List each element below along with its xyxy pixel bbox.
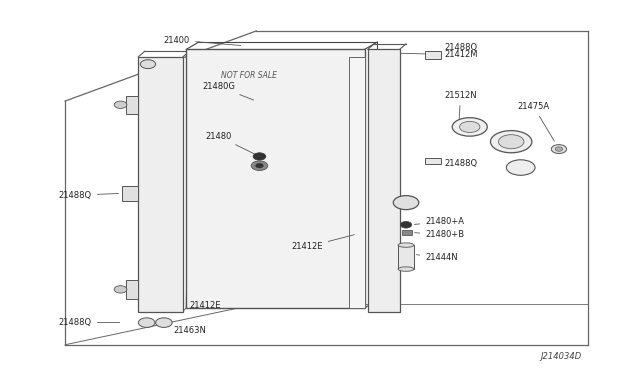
Text: 21488Q: 21488Q [59,318,120,327]
Polygon shape [349,57,365,308]
Circle shape [114,286,127,293]
Circle shape [400,221,412,228]
Text: 21463N: 21463N [160,325,206,335]
Text: 21480+B: 21480+B [415,230,464,239]
Ellipse shape [452,118,487,136]
Circle shape [114,101,127,109]
Circle shape [555,147,563,151]
Polygon shape [425,158,441,164]
Text: 21444N: 21444N [417,253,458,263]
Circle shape [253,153,266,160]
Circle shape [551,145,566,154]
Text: 21480G: 21480G [202,82,253,100]
Text: 21480: 21480 [205,132,257,155]
Text: J214034D: J214034D [540,352,581,361]
Text: 21488Q: 21488Q [59,191,118,200]
Polygon shape [186,49,365,308]
Circle shape [255,163,263,168]
Text: 21412E: 21412E [291,235,355,251]
Polygon shape [425,51,441,59]
Ellipse shape [398,243,414,247]
Polygon shape [368,49,399,311]
Ellipse shape [490,131,532,153]
Text: 21480+A: 21480+A [415,217,464,225]
Text: 21488Q: 21488Q [435,159,477,169]
Ellipse shape [394,196,419,210]
Ellipse shape [499,135,524,149]
Text: 21400: 21400 [164,36,241,45]
Text: 21412M: 21412M [398,51,477,60]
Polygon shape [125,280,138,299]
Ellipse shape [398,267,414,271]
Ellipse shape [506,160,535,175]
Polygon shape [138,57,183,311]
Circle shape [140,60,156,68]
Text: 21488Q: 21488Q [435,43,477,54]
Circle shape [251,161,268,170]
Ellipse shape [460,121,480,132]
Text: 21475A: 21475A [518,102,554,141]
Circle shape [156,318,172,327]
Text: 21512N: 21512N [444,91,477,121]
Bar [398,245,414,269]
Circle shape [138,318,155,327]
Text: NOT FOR SALE: NOT FOR SALE [221,71,277,80]
Polygon shape [122,186,138,201]
Polygon shape [402,230,412,235]
Polygon shape [125,96,138,114]
Text: 21412E: 21412E [179,301,221,311]
